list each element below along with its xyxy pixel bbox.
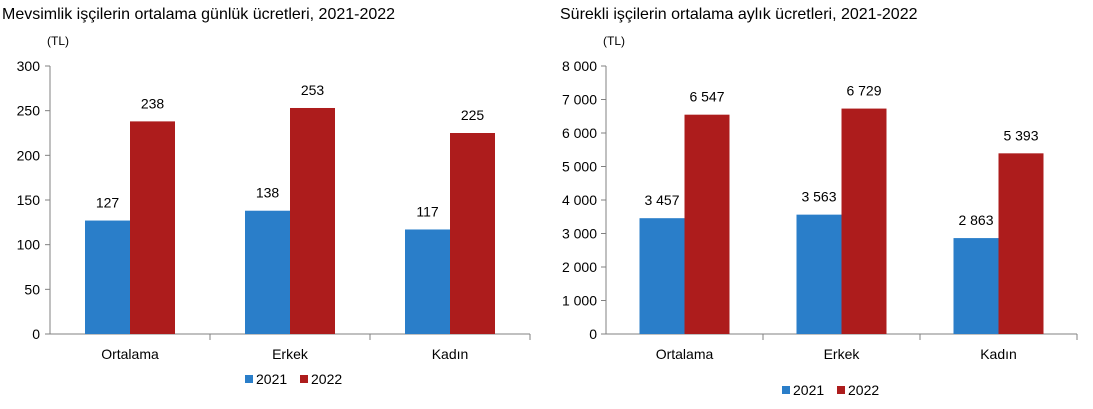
y-tick-label: 0 xyxy=(32,326,40,342)
data-label: 3 457 xyxy=(644,192,679,208)
y-tick-label: 8 000 xyxy=(562,58,597,74)
data-label: 6 547 xyxy=(689,89,724,105)
data-label: 127 xyxy=(96,195,120,211)
chart-title: Mevsimlik işçilerin ortalama günlük ücre… xyxy=(2,6,395,23)
y-unit-label: (TL) xyxy=(603,34,625,48)
y-tick-label: 300 xyxy=(17,58,41,74)
y-tick-label: 0 xyxy=(589,326,597,342)
data-label: 117 xyxy=(416,203,439,219)
legend-swatch-2021 xyxy=(245,375,253,383)
legend: 2021 2022 xyxy=(245,371,342,387)
bar-2022-erkek xyxy=(290,107,335,334)
bar-2022-ortalama xyxy=(130,121,175,335)
y-tick-label: 2 000 xyxy=(562,259,597,275)
legend-label: 2022 xyxy=(848,382,879,398)
legend-label: 2022 xyxy=(311,371,342,387)
legend-swatch-2022 xyxy=(837,386,845,394)
y-tick-label: 50 xyxy=(24,281,40,297)
bar-2021-erkek xyxy=(245,210,290,334)
legend-swatch-2022 xyxy=(300,375,308,383)
y-tick-label: 150 xyxy=(17,192,41,208)
y-tick-label: 5 000 xyxy=(562,159,597,175)
x-tick-label: Ortalama xyxy=(101,346,159,362)
chart-title: Sürekli işçilerin ortalama aylık ücretle… xyxy=(560,6,918,23)
y-tick-label: 250 xyxy=(17,103,41,119)
y-unit-label: (TL) xyxy=(47,34,69,48)
bar-2022-kadın xyxy=(450,133,495,334)
data-label: 225 xyxy=(461,107,485,123)
y-tick-label: 6 000 xyxy=(562,125,597,141)
data-label: 5 393 xyxy=(1003,127,1038,143)
y-tick-label: 4 000 xyxy=(562,192,597,208)
legend: 2021 2022 xyxy=(782,382,879,398)
y-tick-label: 200 xyxy=(17,147,41,163)
data-label: 238 xyxy=(141,95,165,111)
bar-2022-erkek xyxy=(841,108,887,335)
bar-2022-kadın xyxy=(998,153,1044,334)
y-tick-label: 100 xyxy=(17,237,41,253)
x-tick-label: Erkek xyxy=(824,346,861,362)
bar-2021-kadın xyxy=(953,238,999,334)
x-tick-label: Kadın xyxy=(980,346,1017,362)
data-label: 6 729 xyxy=(846,83,881,99)
data-label: 138 xyxy=(256,185,280,201)
y-tick-label: 3 000 xyxy=(562,226,597,242)
chart-monthly-wages: Sürekli işçilerin ortalama aylık ücretle… xyxy=(560,6,1078,398)
legend-swatch-2021 xyxy=(782,386,790,394)
y-tick-label: 1 000 xyxy=(562,293,597,309)
legend-label: 2021 xyxy=(256,371,287,387)
bar-2021-kadın xyxy=(405,229,450,334)
data-label: 2 863 xyxy=(958,212,993,228)
x-tick-label: Ortalama xyxy=(656,346,714,362)
bar-2022-ortalama xyxy=(684,114,730,334)
chart-daily-wages: Mevsimlik işçilerin ortalama günlük ücre… xyxy=(2,6,531,387)
x-tick-label: Kadın xyxy=(432,346,469,362)
data-label: 253 xyxy=(301,82,325,98)
y-tick-label: 7 000 xyxy=(562,92,597,108)
legend-label: 2021 xyxy=(793,382,824,398)
x-tick-label: Erkek xyxy=(272,346,309,362)
bar-2021-erkek xyxy=(796,214,842,334)
bar-2021-ortalama xyxy=(639,218,685,334)
data-label: 3 563 xyxy=(801,189,836,205)
bar-2021-ortalama xyxy=(85,220,130,334)
